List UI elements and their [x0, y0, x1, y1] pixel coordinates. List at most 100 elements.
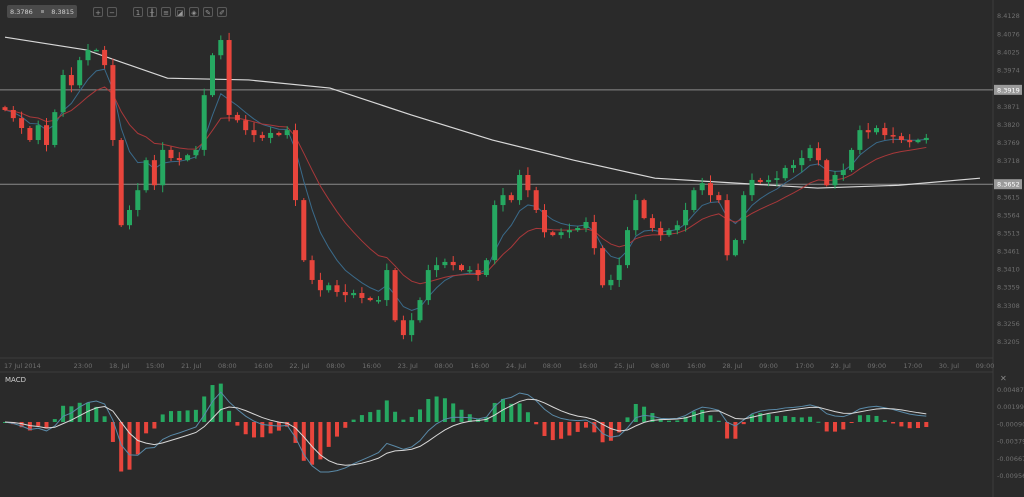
candle[interactable]	[102, 45, 108, 69]
candle[interactable]	[882, 122, 888, 140]
candle[interactable]	[135, 183, 141, 217]
candle[interactable]	[815, 142, 821, 166]
candle[interactable]	[591, 214, 597, 255]
indicators-icon[interactable]: ≡	[161, 6, 171, 17]
candle[interactable]	[475, 263, 481, 281]
candle[interactable]	[500, 188, 506, 212]
candle[interactable]	[85, 44, 91, 66]
candle[interactable]	[2, 105, 8, 112]
candle[interactable]	[210, 53, 215, 97]
close-macd-icon[interactable]: ✕	[1000, 374, 1007, 383]
candle[interactable]	[52, 109, 58, 148]
edit-icon[interactable]: ✎	[203, 6, 213, 17]
candle[interactable]	[44, 118, 49, 152]
candle[interactable]	[417, 297, 423, 323]
candle[interactable]	[392, 268, 398, 323]
zoom-out-icon[interactable]: −	[107, 6, 117, 17]
candle[interactable]	[533, 186, 539, 213]
candle[interactable]	[633, 194, 639, 236]
candle[interactable]	[865, 122, 871, 139]
candle[interactable]	[326, 282, 332, 293]
bid-ask-box[interactable]: 8.3786 8.3815	[7, 5, 77, 18]
candle[interactable]	[226, 32, 232, 122]
candle[interactable]	[550, 230, 556, 237]
candle[interactable]	[27, 125, 33, 142]
candle[interactable]	[77, 56, 83, 89]
candle[interactable]	[683, 202, 689, 232]
drawing-icon[interactable]: ◪	[175, 6, 185, 17]
candle[interactable]	[583, 217, 589, 233]
candle[interactable]	[732, 238, 738, 257]
candle[interactable]	[525, 167, 531, 198]
candle[interactable]	[741, 191, 747, 244]
candle[interactable]	[442, 258, 448, 269]
candle[interactable]	[832, 171, 838, 189]
candle[interactable]	[434, 257, 440, 278]
candle[interactable]	[118, 137, 124, 228]
candle[interactable]	[857, 125, 863, 155]
candle[interactable]	[658, 221, 664, 241]
candlestick-icon[interactable]: ╫	[147, 6, 157, 17]
candle[interactable]	[724, 194, 730, 261]
candle[interactable]	[616, 257, 622, 287]
candle[interactable]	[301, 198, 307, 263]
candle[interactable]	[309, 255, 315, 285]
candle[interactable]	[10, 106, 16, 122]
candle[interactable]	[600, 245, 606, 288]
candle[interactable]	[384, 263, 390, 306]
candle[interactable]	[284, 126, 290, 139]
candle[interactable]	[649, 214, 655, 232]
candle[interactable]	[782, 165, 788, 181]
candle[interactable]	[791, 159, 796, 173]
candle[interactable]	[874, 125, 879, 135]
candle[interactable]	[218, 35, 224, 60]
candle[interactable]	[575, 225, 581, 232]
candle[interactable]	[641, 198, 647, 220]
candle[interactable]	[342, 284, 348, 303]
candle[interactable]	[840, 163, 846, 181]
candle[interactable]	[625, 226, 630, 269]
candle[interactable]	[19, 111, 25, 134]
candle[interactable]	[168, 146, 174, 162]
pen-icon[interactable]: ✐	[217, 6, 227, 17]
candle[interactable]	[517, 169, 523, 205]
candle[interactable]	[566, 223, 572, 239]
candle[interactable]	[898, 132, 904, 144]
candle[interactable]	[160, 142, 166, 193]
candle[interactable]	[68, 67, 74, 93]
candle[interactable]	[193, 145, 199, 159]
candle[interactable]	[890, 127, 896, 144]
candle[interactable]	[757, 177, 763, 184]
candle[interactable]	[409, 313, 415, 342]
candle[interactable]	[674, 220, 680, 235]
candle[interactable]	[425, 264, 431, 305]
candle[interactable]	[467, 266, 473, 274]
candle[interactable]	[799, 150, 805, 173]
candle[interactable]	[376, 296, 381, 304]
candle[interactable]	[483, 258, 489, 277]
candle[interactable]	[268, 127, 274, 144]
candle[interactable]	[93, 48, 99, 52]
candle[interactable]	[143, 157, 149, 193]
candle[interactable]	[774, 171, 780, 187]
candle[interactable]	[317, 272, 323, 297]
candle[interactable]	[907, 134, 913, 148]
candle[interactable]	[351, 289, 357, 299]
candle[interactable]	[542, 204, 547, 238]
candle[interactable]	[400, 315, 406, 340]
candle[interactable]	[824, 158, 830, 187]
candle[interactable]	[716, 191, 722, 204]
candle[interactable]	[666, 228, 672, 237]
candle[interactable]	[201, 88, 207, 156]
candle[interactable]	[293, 123, 298, 206]
candle[interactable]	[691, 187, 697, 213]
candle[interactable]	[749, 173, 755, 202]
candle[interactable]	[923, 133, 929, 144]
candle[interactable]	[251, 122, 257, 143]
candle[interactable]	[334, 280, 340, 297]
zoom-in-icon[interactable]: +	[93, 6, 103, 17]
candle[interactable]	[276, 131, 282, 137]
candle[interactable]	[450, 256, 456, 271]
candle[interactable]	[35, 120, 41, 145]
